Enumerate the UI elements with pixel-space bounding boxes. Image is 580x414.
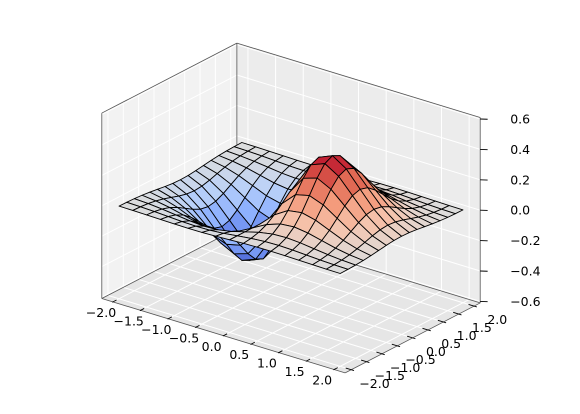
y-tick-label: 1.0 [457, 328, 477, 343]
y-tick-label: −1.5 [375, 368, 405, 383]
gridline-z-left [101, 44, 238, 116]
y-tick-label: 1.5 [472, 320, 492, 335]
gridline-z-left [101, 226, 238, 298]
x-tick-label: −0.5 [169, 330, 199, 345]
gridline-y-floor [184, 255, 429, 331]
x-tick-label: −1.0 [141, 322, 171, 337]
pane-edge [101, 228, 238, 299]
z-tick-label: 0.2 [510, 172, 530, 187]
gridline-z-back [236, 104, 481, 181]
y-tick-label: −2.0 [359, 376, 389, 391]
x-tick-label: 1.0 [257, 356, 277, 371]
z-tick-label: −0.4 [510, 264, 540, 279]
surface-mesh [118, 142, 464, 274]
tick-mark [376, 351, 385, 356]
tick-mark [277, 350, 283, 354]
gridline-z-left [101, 135, 238, 207]
axis-ticks [112, 118, 488, 371]
tick-mark [139, 308, 145, 312]
y-tick-label: 0.5 [441, 336, 461, 351]
x-tick-label: 0.5 [229, 347, 249, 362]
tick-mark [345, 367, 355, 371]
y-tick-label: −1.0 [390, 360, 420, 375]
tick-mark [167, 316, 173, 320]
tick-mark [360, 359, 370, 364]
tick-mark [437, 319, 447, 324]
axis-tick-labels: −2.0−1.5−1.0−0.50.00.51.01.52.0 −2.0−1.5−… [86, 112, 541, 391]
tick-mark [194, 324, 200, 328]
gridline-y-floor [199, 247, 444, 323]
gridline-y-floor [169, 263, 413, 339]
tick-mark [422, 327, 431, 332]
y-tick-label: −0.5 [405, 352, 435, 367]
tick-mark [468, 303, 477, 308]
gridline-z-back [236, 74, 481, 150]
gridline-y-floor [138, 278, 383, 355]
pane-edge [236, 42, 481, 118]
z-tick-label: 0.0 [510, 203, 530, 218]
gridline-z-back [236, 44, 481, 120]
gridline-y-floor [153, 271, 398, 347]
surface-patch [325, 264, 349, 274]
x-tick-label: −2.0 [86, 305, 116, 320]
y-tick-label: 0.0 [426, 344, 446, 359]
gridline-z-left [101, 104, 238, 176]
x-tick-label: −1.5 [114, 313, 144, 328]
x-tick-label: 1.5 [285, 364, 305, 379]
z-tick-label: 0.4 [510, 142, 530, 157]
tick-mark [305, 358, 311, 362]
tick-mark [333, 367, 338, 371]
tick-mark [222, 333, 228, 337]
z-tick-label: −0.6 [510, 294, 540, 309]
tick-mark [453, 311, 462, 316]
tick-mark [250, 341, 256, 345]
pane-edge [101, 42, 238, 114]
tick-mark [406, 335, 416, 340]
x-tick-label: 2.0 [312, 373, 332, 388]
z-tick-label: −0.2 [510, 233, 540, 248]
y-tick-label: 2.0 [487, 312, 507, 327]
gridline-y-floor [123, 286, 367, 363]
gridline-z-left [101, 74, 238, 146]
z-tick-label: 0.6 [510, 112, 530, 127]
tick-mark [112, 299, 117, 303]
gridline-y-floor [107, 294, 352, 371]
tick-mark [391, 343, 401, 348]
x-tick-label: 0.0 [202, 339, 222, 354]
